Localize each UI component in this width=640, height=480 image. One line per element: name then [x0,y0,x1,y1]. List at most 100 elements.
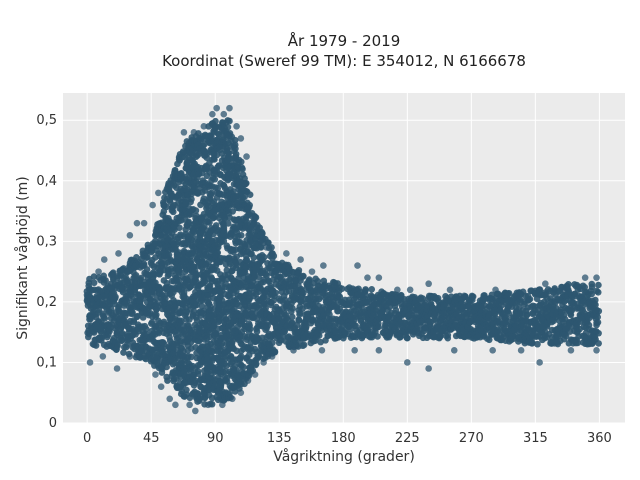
data-point [137,347,145,355]
data-point [425,280,432,288]
x-axis-label: Vågriktning (grader) [273,448,415,465]
y-tick-label: 0,5 [36,113,57,128]
data-point [305,277,312,285]
data-point [268,250,276,257]
data-point [251,371,259,378]
data-point [211,176,219,183]
data-point [268,244,275,251]
data-point [368,286,376,293]
data-point [192,207,200,214]
data-point [595,340,602,347]
data-point [155,189,162,197]
x-tick-label: 45 [143,431,160,446]
data-point [230,188,237,195]
data-point [260,359,267,366]
data-point [374,333,381,340]
data-point [153,311,160,319]
data-point [362,286,369,293]
data-point [226,104,233,112]
chart-title: År 1979 - 2019 [288,31,401,50]
data-point [246,191,254,199]
y-tick-label: 0,1 [36,355,57,370]
data-point [251,213,259,221]
data-point [318,347,326,354]
data-point [567,347,575,354]
data-point [594,289,602,296]
data-point [208,348,216,356]
x-tick-label: 270 [459,431,484,446]
data-point [450,347,458,354]
data-point [446,286,454,294]
y-tick-label: 0,3 [36,234,57,249]
data-point [112,293,119,301]
data-point [364,274,371,281]
data-point [188,236,196,243]
data-point [517,347,525,354]
data-point [593,347,600,354]
data-point [404,334,411,342]
data-point [226,117,233,125]
data-point [336,293,344,301]
data-point [326,311,333,318]
data-point [375,274,383,281]
data-point [425,365,432,372]
data-point [214,249,222,256]
data-point [238,232,245,239]
data-point [460,292,468,300]
data-point [224,123,232,131]
y-axis-label: Signifikant våghöjd (m) [14,176,31,339]
data-point [594,319,602,326]
data-point [188,195,195,203]
data-point [262,304,269,312]
data-point [320,262,327,269]
data-point [126,231,134,239]
data-point [120,349,127,356]
data-point [231,136,239,144]
data-point [100,256,108,263]
data-point [214,185,222,192]
data-point [129,309,136,317]
data-point [250,254,258,261]
x-tick-label: 180 [331,431,356,446]
data-point [162,295,169,302]
data-point [209,110,216,118]
data-point [109,269,117,276]
data-point [203,154,211,162]
data-point [297,256,304,263]
data-point [288,313,296,321]
data-point [188,353,195,361]
data-point [542,280,549,288]
data-point [237,389,245,397]
data-point [252,360,260,368]
data-point [300,289,307,297]
data-point [263,272,270,279]
data-point [375,323,382,331]
data-point [295,317,303,324]
data-point [394,286,401,294]
data-point [193,270,200,278]
data-point [208,189,215,197]
data-point [90,279,98,287]
data-point [190,129,198,136]
data-point [95,268,102,275]
data-point [187,257,195,264]
data-point [513,292,521,300]
data-point [243,153,250,160]
data-point [133,254,140,261]
data-point [221,214,228,222]
data-point [354,262,361,269]
data-point [213,104,220,112]
data-point [113,365,121,372]
data-point [92,342,100,349]
data-point [192,407,199,415]
data-point [163,203,170,211]
data-point [133,219,141,227]
data-point [351,347,358,354]
data-point [86,359,94,366]
data-point [240,363,247,371]
data-point [315,332,323,339]
data-point [375,347,383,354]
data-point [194,367,202,375]
